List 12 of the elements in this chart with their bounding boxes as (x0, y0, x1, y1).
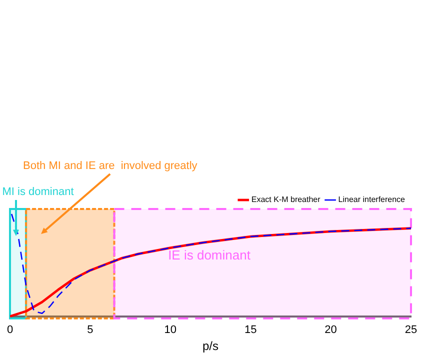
x-tick-label: 0 (6, 324, 14, 336)
legend-label: Linear interference (338, 195, 406, 204)
x-axis-title: p/s (202, 339, 219, 354)
band-label: Both MI and IE are involved greatly (23, 160, 198, 172)
band-label: MI is dominant (2, 186, 74, 198)
band-label: IE is dominant (168, 248, 251, 263)
x-tick-label: 15 (244, 324, 257, 336)
x-tick-label: 20 (324, 324, 337, 336)
x-tick-label: 5 (87, 324, 94, 336)
legend-label: Exact K-M breather (251, 195, 321, 204)
x-tick-label: 10 (164, 324, 177, 336)
x-tick-label: 25 (404, 324, 418, 336)
